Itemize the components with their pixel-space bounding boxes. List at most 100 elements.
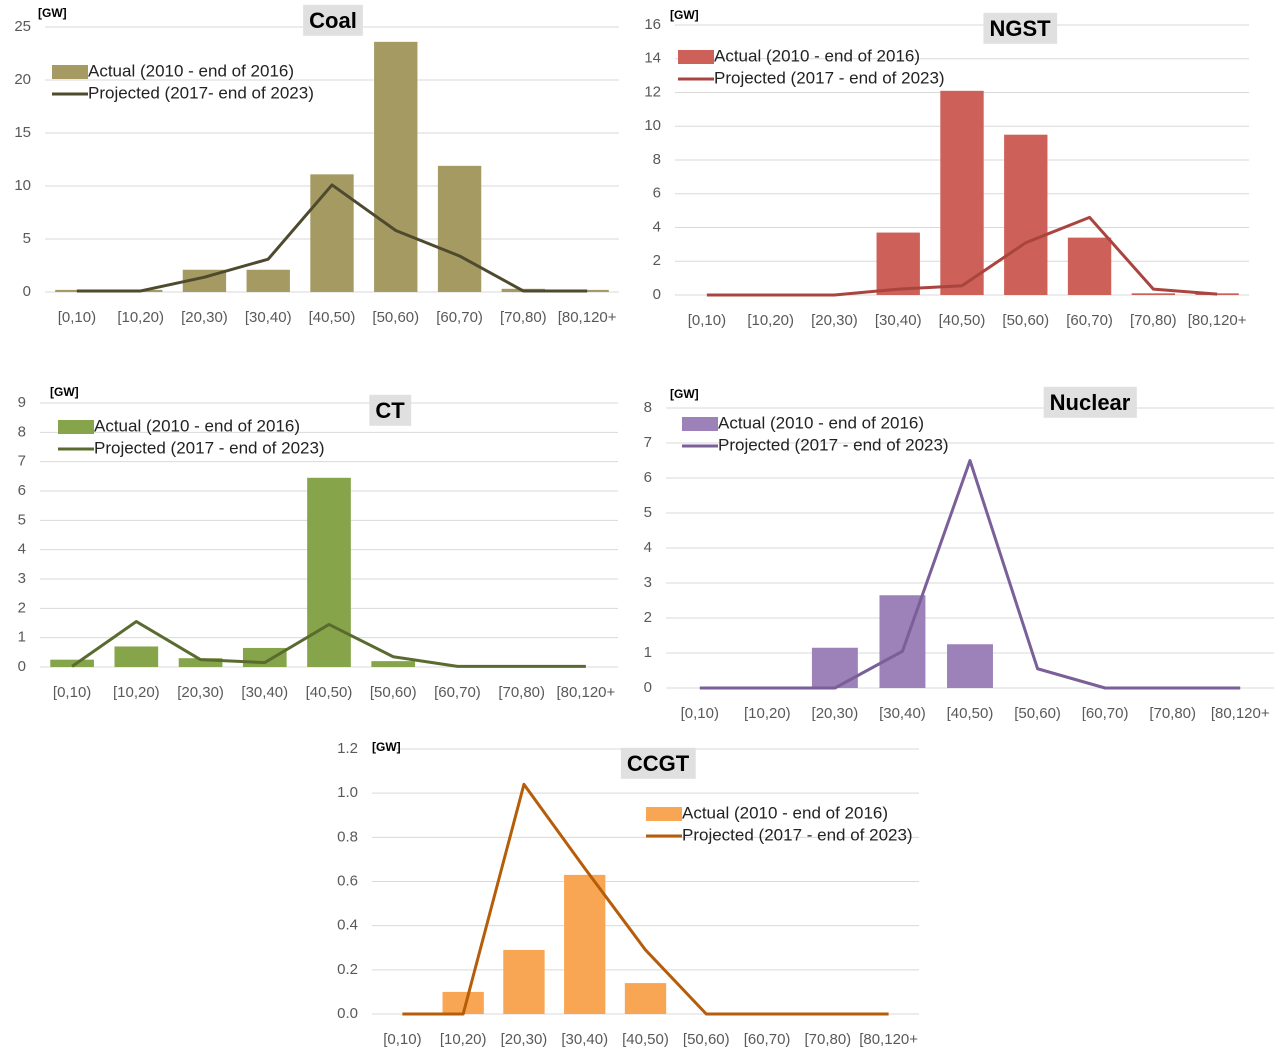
chart-panel: 0.0 0.2 0.4 0.6 0.8 1.0 1.2 [0,10) [10,20) [20,30… [337, 740, 919, 1048]
legend-label: Actual (2010 - end of 2016) [714, 46, 920, 65]
y-tick-label: 6 [644, 469, 652, 486]
x-tick-label: [20,30) [812, 705, 859, 722]
bar [1067, 237, 1112, 295]
x-tick-label: [0,10) [383, 1031, 421, 1048]
x-tick-label: [70,80) [1149, 705, 1196, 722]
y-tick-label: 20 [14, 71, 31, 88]
x-tick-label: [0,10) [53, 684, 91, 701]
legend-label: Actual (2010 - end of 2016) [88, 61, 294, 80]
y-tick-label: 7 [644, 434, 652, 451]
y-axis-unit: [GW] [670, 8, 699, 22]
bar [564, 874, 606, 1014]
y-tick-label: 8 [18, 423, 26, 440]
bar [503, 949, 545, 1014]
x-tick-label: [60,70) [744, 1031, 791, 1048]
bar [307, 477, 351, 667]
x-tick-label: [0,10) [681, 705, 719, 722]
bar [876, 232, 920, 295]
legend-label: Projected (2017 - end of 2023) [714, 68, 945, 87]
y-tick-label: 2 [644, 609, 652, 626]
y-tick-label: 12 [644, 83, 661, 100]
y-tick-label: 3 [18, 570, 26, 587]
bar [50, 659, 94, 667]
y-tick-label: 1.0 [337, 784, 358, 801]
x-tick-label: [40,50) [306, 684, 353, 701]
x-tick-label: [40,50) [947, 705, 994, 722]
legend-swatch [52, 65, 88, 79]
y-tick-label: 4 [653, 218, 661, 235]
bar [114, 646, 159, 667]
title-background [620, 747, 696, 779]
y-tick-label: 2 [653, 252, 661, 269]
y-tick-label: 5 [644, 504, 652, 521]
y-tick-label: 0 [18, 658, 26, 675]
line-series [76, 183, 588, 293]
x-tick-label: [50,60) [1002, 312, 1049, 329]
bar [811, 647, 858, 688]
legend-label: Actual (2010 - end of 2016) [718, 413, 924, 432]
bar [947, 644, 993, 688]
bar [178, 658, 223, 667]
x-tick-label: [30,40) [561, 1031, 608, 1048]
chart-panel: 0 1 2 3 4 5 6 7 8 9 [0,10) [10,20) [20,30) [30,40) [40… [18, 385, 618, 701]
y-axis-unit: [GW] [670, 387, 699, 401]
y-tick-label: 3 [644, 574, 652, 591]
x-tick-label: [70,80) [500, 309, 547, 326]
legend-label: Projected (2017 - end of 2023) [682, 825, 913, 844]
legend-swatch [58, 420, 94, 434]
line-series [71, 620, 586, 668]
y-tick-label: 8 [644, 399, 652, 416]
x-tick-label: [10,20) [744, 705, 791, 722]
bar [565, 289, 609, 292]
x-tick-label: [60,70) [1082, 705, 1129, 722]
bar [242, 647, 287, 667]
line-series [402, 782, 889, 1016]
legend-swatch [678, 50, 714, 64]
x-tick-label: [70,80) [498, 684, 545, 701]
x-tick-label: [40,50) [309, 309, 356, 326]
chart-title: CCGT [627, 751, 690, 776]
x-tick-label: [0,10) [58, 309, 96, 326]
x-tick-label: [10,20) [440, 1031, 487, 1048]
x-tick-label: [30,40) [875, 312, 922, 329]
line-series [699, 459, 1241, 690]
x-tick-label: [70,80) [804, 1031, 851, 1048]
x-tick-label: [80,120+ [556, 684, 615, 701]
x-tick-label: [0,10) [688, 312, 726, 329]
line-series [706, 215, 1218, 297]
y-tick-label: 0.4 [337, 917, 358, 934]
bar [1131, 293, 1176, 295]
legend-label: Actual (2010 - end of 2016) [94, 416, 300, 435]
y-tick-label: 2 [18, 599, 26, 616]
y-tick-label: 1 [644, 644, 652, 661]
x-tick-label: [80,120+ [1211, 705, 1270, 722]
chart-title: NGST [989, 16, 1051, 41]
y-tick-label: 6 [18, 482, 26, 499]
x-tick-label: [60,70) [434, 684, 481, 701]
y-tick-label: 0.6 [337, 872, 358, 889]
x-tick-label: [70,80) [1130, 312, 1177, 329]
y-tick-label: 0 [644, 679, 652, 696]
x-tick-label: [50,60) [683, 1031, 730, 1048]
y-tick-label: 4 [644, 539, 652, 556]
bar [310, 174, 354, 292]
bar [246, 269, 290, 292]
legend-label: Projected (2017- end of 2023) [88, 83, 314, 102]
y-tick-label: 0 [653, 286, 661, 303]
legend-label: Projected (2017 - end of 2023) [718, 435, 949, 454]
y-tick-label: 0.8 [337, 828, 358, 845]
y-tick-label: 1 [18, 629, 26, 646]
bar [1004, 134, 1048, 295]
y-tick-label: 5 [18, 511, 26, 528]
legend-label: Projected (2017 - end of 2023) [94, 438, 325, 457]
y-tick-label: 1.2 [337, 740, 358, 757]
chart-panel: 0 5 10 15 20 25 [0,10) [10,20) [20,30) [30,40) [40… [14, 4, 619, 326]
y-tick-label: 10 [14, 177, 31, 194]
y-axis-unit: [GW] [38, 6, 67, 20]
x-tick-label: [30,40) [245, 309, 292, 326]
x-tick-label: [30,40) [241, 684, 288, 701]
x-tick-label: [50,60) [372, 309, 419, 326]
legend-swatch [682, 417, 718, 431]
y-tick-label: 15 [14, 124, 31, 141]
x-tick-label: [10,20) [117, 309, 164, 326]
